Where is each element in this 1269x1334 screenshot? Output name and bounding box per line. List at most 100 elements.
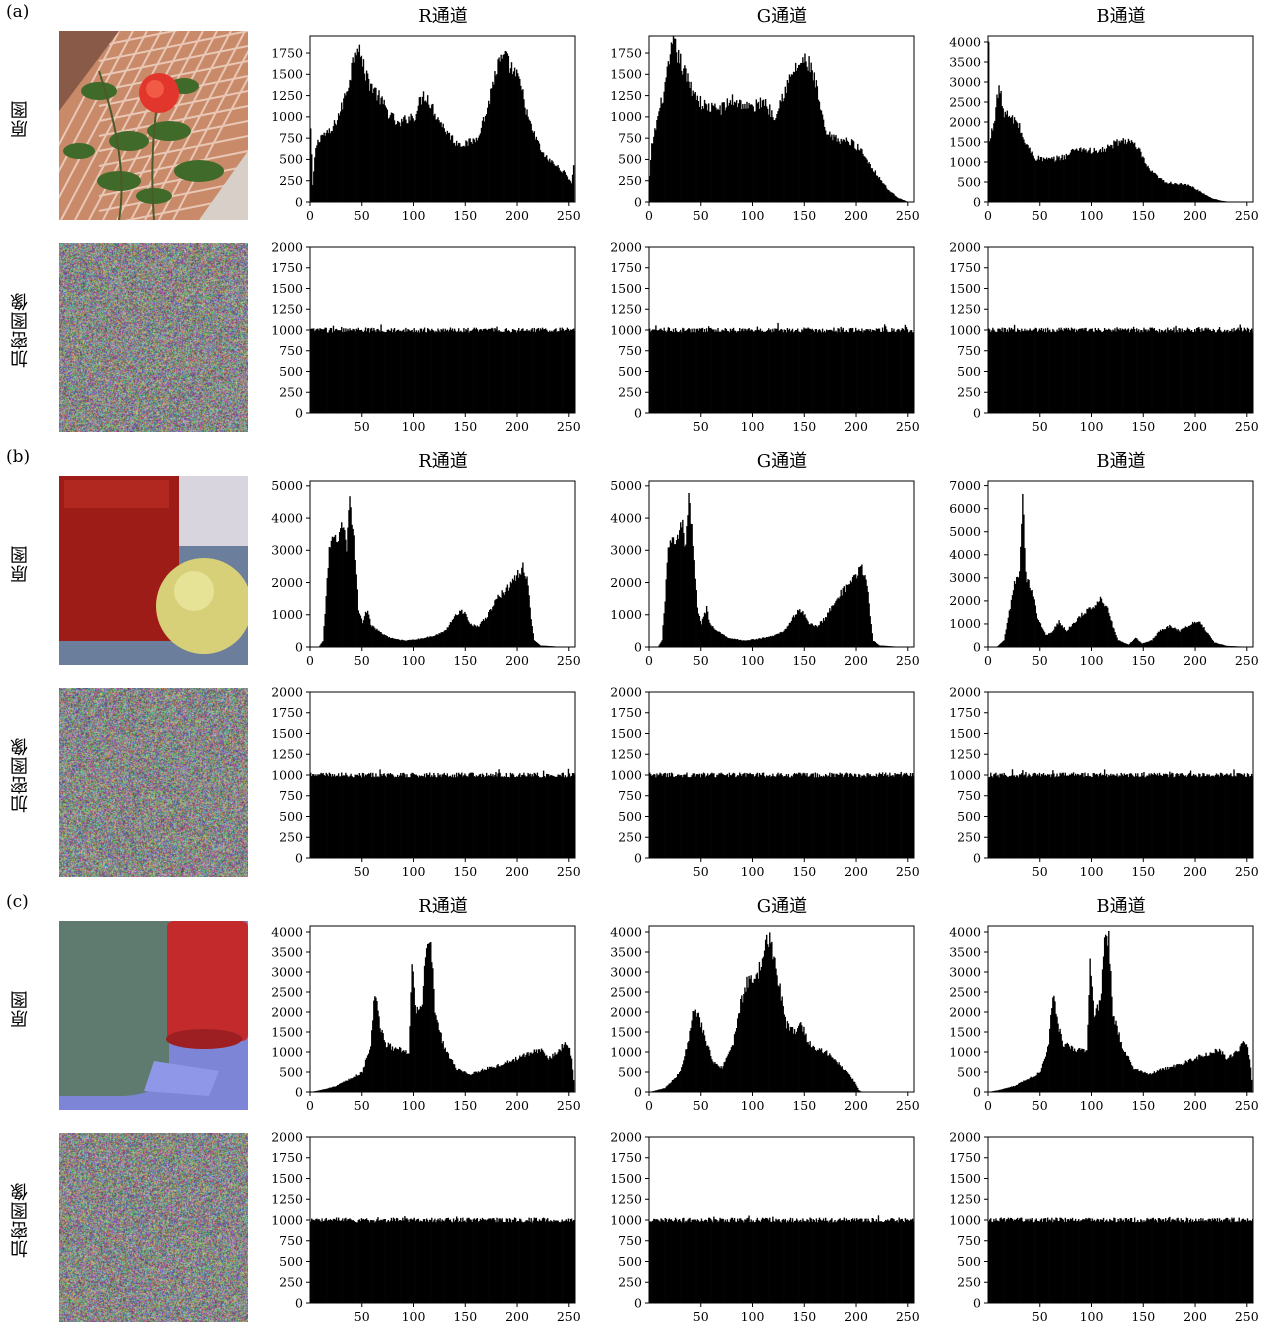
- y-tick-label: 0: [634, 194, 642, 209]
- x-tick-label: 200: [505, 419, 529, 434]
- histogram-bars: [988, 1217, 1253, 1303]
- y-tick-label: 2000: [610, 239, 642, 254]
- y-tick-label: 500: [618, 809, 642, 824]
- y-tick-label: 4000: [949, 34, 981, 49]
- y-tick-label: 750: [957, 788, 981, 803]
- y-tick-label: 750: [618, 788, 642, 803]
- y-tick-label: 1750: [271, 260, 303, 275]
- y-tick-label: 2000: [610, 684, 642, 699]
- y-tick-label: 500: [957, 1064, 981, 1079]
- y-tick-label: 0: [634, 1084, 642, 1099]
- row-label-encrypted: 加密图像: [6, 247, 36, 413]
- y-tick-label: 1750: [271, 705, 303, 720]
- y-tick-label: 500: [618, 1064, 642, 1079]
- panel-label: (c): [6, 892, 29, 912]
- panel-label: (b): [6, 447, 30, 467]
- histogram-bar: [1251, 1080, 1252, 1092]
- y-tick-label: 750: [279, 130, 303, 145]
- x-tick-label: 0: [984, 653, 992, 668]
- y-tick-label: 1250: [610, 302, 642, 317]
- histogram-bars: [988, 325, 1253, 413]
- y-tick-label: 1750: [949, 260, 981, 275]
- y-tick-label: 0: [973, 639, 981, 654]
- x-tick-label: 100: [741, 864, 765, 879]
- y-tick-label: 1500: [271, 281, 303, 296]
- y-tick-label: 1500: [610, 1171, 642, 1186]
- x-tick-label: 50: [1032, 419, 1048, 434]
- y-tick-label: 1500: [949, 134, 981, 149]
- y-tick-label: 250: [618, 173, 642, 188]
- x-tick-label: 150: [792, 208, 816, 223]
- y-tick-label: 1750: [271, 45, 303, 60]
- y-tick-label: 3000: [271, 543, 303, 558]
- column-title: R通道: [310, 447, 576, 473]
- y-tick-label: 250: [618, 385, 642, 400]
- y-tick-label: 1250: [610, 747, 642, 762]
- y-tick-label: 1000: [949, 154, 981, 169]
- x-tick-label: 150: [792, 419, 816, 434]
- y-tick-label: 1250: [610, 1192, 642, 1207]
- y-tick-label: 3500: [949, 944, 981, 959]
- y-tick-label: 1250: [271, 88, 303, 103]
- y-tick-label: 3000: [610, 964, 642, 979]
- y-tick-label: 250: [279, 385, 303, 400]
- y-tick-label: 2000: [949, 239, 981, 254]
- y-tick-label: 2000: [949, 1004, 981, 1019]
- y-tick-label: 750: [957, 343, 981, 358]
- y-tick-label: 2000: [271, 239, 303, 254]
- histogram-bars: [658, 493, 913, 647]
- x-tick-label: 100: [741, 1098, 765, 1113]
- y-tick-label: 1000: [271, 322, 303, 337]
- x-tick-label: 250: [557, 419, 581, 434]
- y-tick-label: 3000: [271, 964, 303, 979]
- panel-label: (a): [6, 2, 29, 22]
- x-tick-label: 100: [741, 653, 765, 668]
- y-tick-label: 3500: [271, 944, 303, 959]
- x-tick-label: 200: [505, 1098, 529, 1113]
- x-tick-label: 0: [645, 653, 653, 668]
- y-tick-label: 2500: [949, 984, 981, 999]
- y-tick-label: 5000: [949, 524, 981, 539]
- x-tick-label: 100: [1080, 208, 1104, 223]
- y-tick-label: 1500: [949, 726, 981, 741]
- x-tick-label: 250: [896, 864, 920, 879]
- y-tick-label: 1000: [610, 1212, 642, 1227]
- y-tick-label: 1500: [271, 67, 303, 82]
- grey-and-red-bottles-photo: [59, 921, 248, 1110]
- x-tick-label: 150: [792, 864, 816, 879]
- x-tick-label: 100: [741, 1309, 765, 1324]
- x-tick-label: 150: [453, 208, 477, 223]
- y-tick-label: 0: [295, 850, 303, 865]
- x-tick-label: 50: [1032, 864, 1048, 879]
- x-tick-label: 250: [557, 653, 581, 668]
- original-image-thumbnail: [59, 31, 248, 220]
- x-tick-label: 50: [1032, 208, 1048, 223]
- y-tick-label: 500: [618, 152, 642, 167]
- y-tick-label: 2000: [610, 1129, 642, 1144]
- x-tick-label: 250: [557, 208, 581, 223]
- y-tick-label: 1500: [610, 1024, 642, 1039]
- x-tick-label: 150: [792, 1098, 816, 1113]
- y-tick-label: 750: [279, 343, 303, 358]
- y-tick-label: 2500: [610, 984, 642, 999]
- x-tick-label: 50: [693, 1309, 709, 1324]
- y-tick-label: 1750: [610, 260, 642, 275]
- y-tick-label: 1750: [949, 705, 981, 720]
- x-tick-label: 250: [1235, 653, 1259, 668]
- y-tick-label: 500: [279, 364, 303, 379]
- x-tick-label: 200: [505, 1309, 529, 1324]
- encrypted-noise-image: [59, 688, 248, 877]
- y-tick-label: 0: [295, 1295, 303, 1310]
- column-title: G通道: [649, 2, 915, 28]
- x-tick-label: 200: [505, 208, 529, 223]
- y-tick-label: 4000: [271, 924, 303, 939]
